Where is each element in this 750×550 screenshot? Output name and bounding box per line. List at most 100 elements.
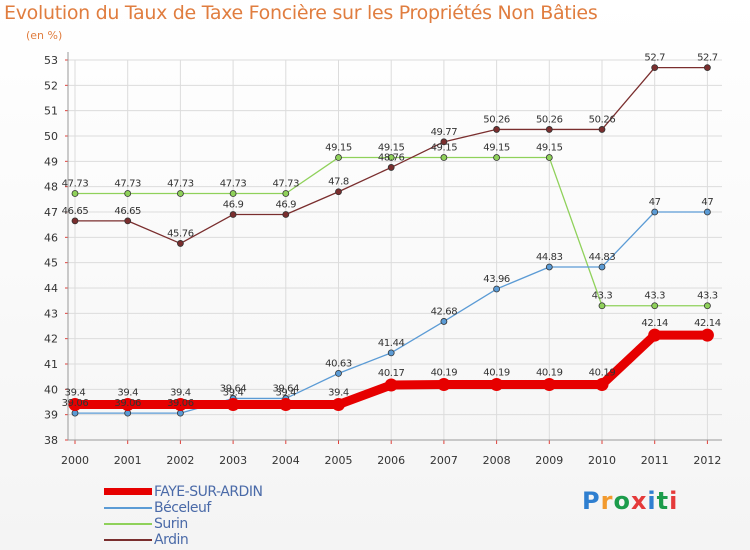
data-point-beceleuf — [598, 263, 606, 271]
data-point-beceleuf — [124, 409, 132, 417]
data-label-beceleuf: 39.64 — [220, 383, 247, 394]
data-point-surin — [598, 302, 606, 310]
data-label-faye-sur-ardin: 40.19 — [483, 368, 510, 379]
data-label-beceleuf: 39.06 — [167, 398, 194, 409]
data-point-beceleuf — [71, 409, 79, 417]
data-label-ardin: 46.9 — [223, 200, 244, 211]
data-point-beceleuf — [176, 409, 184, 417]
data-point-surin — [704, 302, 711, 310]
data-label-ardin: 52.7 — [697, 53, 718, 64]
legend-swatch — [104, 507, 152, 509]
data-point-ardin — [440, 138, 448, 146]
data-point-faye-sur-ardin — [121, 398, 135, 412]
legend-swatch — [104, 488, 152, 495]
data-label-surin: 49.15 — [325, 143, 352, 154]
data-point-beceleuf — [440, 318, 448, 325]
data-label-beceleuf: 44.83 — [589, 252, 616, 263]
logo-letter: x — [630, 487, 648, 515]
data-label-surin: 49.15 — [378, 143, 405, 154]
data-label-beceleuf: 39.64 — [272, 383, 299, 394]
legend-item-surin: Surin — [104, 516, 262, 532]
logo-letter: t — [656, 487, 670, 515]
x-tick-label: 2003 — [219, 454, 247, 467]
data-label-ardin: 46.9 — [275, 200, 296, 211]
data-point-faye-sur-ardin — [226, 398, 240, 412]
chart-data-labels: 47.73 47.73 47.73 47.73 47.73 49.15 49.15 49.15… — [62, 53, 721, 410]
y-tick-label: 38 — [44, 434, 58, 447]
legend-label: Béceleuf — [154, 500, 211, 516]
data-point-ardin — [176, 240, 184, 247]
y-tick-label: 49 — [44, 155, 58, 168]
data-label-surin: 47.73 — [114, 179, 141, 190]
data-point-faye-sur-ardin — [648, 328, 662, 342]
data-point-ardin — [387, 164, 395, 171]
data-label-surin: 49.15 — [536, 143, 563, 154]
chart-series — [68, 64, 714, 417]
data-point-ardin — [282, 211, 290, 218]
data-point-surin — [229, 190, 237, 197]
data-label-ardin: 48.76 — [378, 152, 405, 163]
data-label-faye-sur-ardin: 39.4 — [223, 388, 244, 399]
data-label-faye-sur-ardin: 42.14 — [641, 318, 668, 329]
y-tick-label: 44 — [44, 282, 58, 295]
chart-subtitle: (en %) — [26, 29, 63, 42]
data-label-ardin: 46.65 — [62, 206, 89, 217]
data-point-beceleuf — [387, 349, 395, 357]
data-label-beceleuf: 41.44 — [378, 338, 405, 349]
grid-lines — [68, 59, 722, 441]
y-tick-label: 43 — [44, 307, 58, 320]
legend-label: Surin — [154, 516, 188, 532]
data-point-ardin — [124, 217, 132, 225]
y-tick-label: 50 — [44, 130, 58, 143]
proxiti-logo: Proxiti — [582, 487, 678, 515]
data-point-faye-sur-ardin — [700, 328, 714, 342]
x-tick-label: 2009 — [535, 454, 563, 467]
data-point-surin — [282, 190, 290, 197]
data-label-surin: 43.3 — [644, 291, 665, 302]
data-label-ardin: 50.26 — [483, 114, 510, 125]
data-point-ardin — [598, 126, 606, 133]
data-label-ardin: 50.26 — [589, 114, 616, 125]
data-label-faye-sur-ardin: 39.4 — [117, 388, 138, 399]
data-point-beceleuf — [335, 369, 342, 377]
data-point-surin — [71, 190, 79, 197]
data-label-beceleuf: 42.68 — [431, 306, 458, 317]
data-point-ardin — [335, 188, 342, 196]
data-point-surin — [493, 154, 501, 161]
data-point-faye-sur-ardin — [384, 378, 398, 392]
data-label-ardin: 52.7 — [644, 53, 665, 64]
y-tick-label: 51 — [44, 105, 58, 118]
data-point-beceleuf — [704, 208, 711, 216]
y-tick-label: 42 — [44, 333, 58, 346]
y-tick-label: 53 — [44, 54, 58, 67]
data-label-beceleuf: 39.06 — [114, 398, 141, 409]
logo-letter: i — [669, 487, 679, 515]
data-point-ardin — [229, 211, 237, 218]
data-point-faye-sur-ardin — [173, 398, 187, 412]
x-tick-label: 2007 — [430, 454, 458, 467]
logo-letter: i — [647, 487, 657, 515]
data-point-ardin — [493, 126, 501, 133]
x-tick-label: 2012 — [693, 454, 721, 467]
data-label-ardin: 49.77 — [431, 127, 458, 138]
x-tick-label: 2000 — [61, 454, 89, 467]
x-tick-label: 2008 — [483, 454, 511, 467]
y-tick-label: 47 — [44, 206, 58, 219]
x-tick-label: 2010 — [588, 454, 616, 467]
data-label-faye-sur-ardin: 39.4 — [65, 388, 86, 399]
y-tick-label: 39 — [44, 409, 58, 422]
x-tick-label: 2006 — [377, 454, 405, 467]
data-label-ardin: 46.65 — [114, 206, 141, 217]
data-label-surin: 47.73 — [272, 179, 299, 190]
chart-legend: FAYE-SUR-ARDIN Béceleuf Surin Ardin — [104, 484, 263, 548]
data-label-faye-sur-ardin: 40.19 — [431, 368, 458, 379]
y-tick-label: 45 — [44, 257, 58, 270]
data-label-beceleuf: 40.63 — [325, 358, 352, 369]
chart-title: Evolution du Taux de Taxe Foncière sur l… — [4, 2, 598, 24]
data-label-surin: 47.73 — [220, 179, 247, 190]
y-tick-label: 41 — [44, 358, 58, 371]
data-point-beceleuf — [545, 263, 553, 271]
data-point-faye-sur-ardin — [542, 378, 556, 392]
